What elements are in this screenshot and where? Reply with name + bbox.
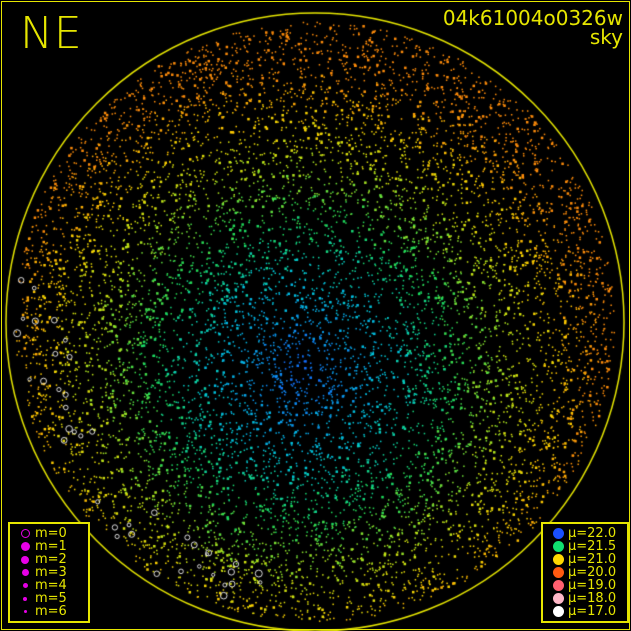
brightness-label: μ=21.5	[568, 539, 617, 554]
color-swatch-icon	[548, 567, 568, 578]
brightness-label: μ=17.0	[568, 604, 617, 619]
color-swatch-icon	[548, 593, 568, 604]
magnitude-label: m=6	[35, 604, 67, 619]
magnitude-legend-item: m=4	[15, 579, 83, 592]
brightness-label: μ=22.0	[568, 526, 617, 541]
magnitude-label: m=4	[35, 578, 67, 593]
magnitude-label: m=2	[35, 552, 67, 567]
magnitude-legend-item: m=5	[15, 592, 83, 605]
magnitude-legend: m=0 m=1 m=2 m=3 m=4 m=5 m=6	[8, 522, 90, 623]
color-swatch-icon	[548, 606, 568, 617]
brightness-legend-item: μ=22.0	[548, 527, 622, 540]
magnitude-legend-item: m=3	[15, 566, 83, 579]
color-swatch-icon	[548, 580, 568, 591]
star-size-icon	[15, 542, 35, 551]
star-size-icon	[15, 583, 35, 588]
mode-label: sky	[589, 25, 623, 49]
brightness-label: μ=18.0	[568, 591, 617, 606]
brightness-legend-item: μ=19.0	[548, 579, 622, 592]
color-swatch-icon	[548, 528, 568, 539]
frame-id: 04k61004o0326w	[442, 6, 623, 30]
color-swatch-icon	[548, 554, 568, 565]
magnitude-label: m=3	[35, 565, 67, 580]
star-size-icon	[15, 555, 35, 564]
color-swatch-icon	[548, 541, 568, 552]
brightness-legend: μ=22.0 μ=21.5 μ=21.0 μ=20.0 μ=19.0 μ=18.0 μ=17…	[541, 522, 629, 623]
direction-label: NE	[20, 8, 83, 59]
star-size-icon	[15, 529, 35, 538]
brightness-legend-item: μ=17.0	[548, 605, 622, 618]
magnitude-legend-item: m=0	[15, 527, 83, 540]
star-size-icon	[15, 610, 35, 613]
brightness-legend-item: μ=21.5	[548, 540, 622, 553]
brightness-legend-item: μ=20.0	[548, 566, 622, 579]
magnitude-legend-item: m=1	[15, 540, 83, 553]
brightness-legend-item: μ=18.0	[548, 592, 622, 605]
magnitude-label: m=5	[35, 591, 67, 606]
star-size-icon	[15, 596, 35, 601]
brightness-label: μ=20.0	[568, 565, 617, 580]
brightness-legend-item: μ=21.0	[548, 553, 622, 566]
brightness-label: μ=19.0	[568, 578, 617, 593]
magnitude-label: m=0	[35, 526, 67, 541]
magnitude-legend-item: m=6	[15, 605, 83, 618]
magnitude-legend-item: m=2	[15, 553, 83, 566]
brightness-label: μ=21.0	[568, 552, 617, 567]
star-size-icon	[15, 569, 35, 576]
magnitude-label: m=1	[35, 539, 67, 554]
frame-info: 04k61004o0326w sky	[442, 6, 623, 49]
